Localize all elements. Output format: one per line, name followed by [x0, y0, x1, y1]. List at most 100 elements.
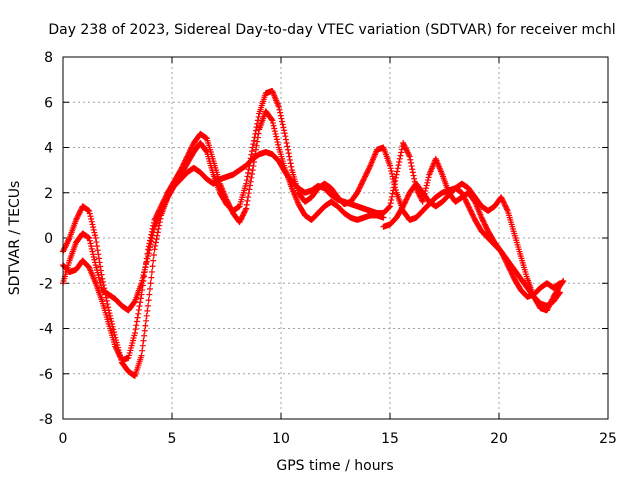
data-point-marker: [252, 130, 259, 137]
data-point-marker: [502, 258, 509, 265]
data-point-marker: [392, 174, 399, 181]
data-point-marker: [288, 163, 295, 170]
data-point-marker: [111, 331, 118, 338]
data-point-marker: [502, 203, 509, 210]
data-point-marker: [241, 209, 248, 216]
data-point-marker: [355, 187, 362, 194]
data-point-marker: [158, 207, 165, 214]
data-point-marker: [287, 160, 294, 167]
data-point-marker: [392, 177, 399, 184]
data-point-marker: [107, 315, 114, 322]
data-point-marker: [504, 206, 511, 213]
data-point-marker: [139, 277, 146, 284]
data-point-marker: [142, 263, 149, 270]
data-point-marker: [357, 182, 364, 189]
data-point-marker: [86, 207, 93, 214]
data-point-marker: [149, 232, 156, 239]
data-point-marker: [109, 320, 116, 327]
data-point-marker: [97, 263, 104, 270]
data-point-marker: [90, 251, 97, 258]
data-point-marker: [358, 180, 365, 187]
y-tick-label: -4: [39, 322, 53, 338]
data-point-marker: [502, 256, 509, 263]
data-point-marker: [544, 306, 551, 313]
data-point-marker: [424, 177, 431, 184]
data-point-marker: [87, 213, 94, 220]
data-point-marker: [103, 297, 110, 304]
data-point-marker: [408, 163, 415, 170]
data-point-marker: [253, 142, 260, 149]
x-axis-label: GPS time / hours: [276, 458, 393, 474]
data-point-marker: [400, 203, 407, 210]
data-point-marker: [509, 273, 516, 280]
data-point-marker: [188, 144, 195, 151]
data-point-marker: [482, 222, 489, 229]
data-point-marker: [469, 211, 476, 218]
data-point-marker: [147, 241, 154, 248]
data-point-marker: [160, 202, 167, 209]
data-point-marker: [501, 255, 508, 262]
data-point-marker: [134, 314, 141, 321]
data-point-marker: [77, 208, 84, 215]
data-point-marker: [464, 200, 471, 207]
data-point-marker: [509, 271, 516, 278]
data-point-marker: [111, 329, 118, 336]
data-point-marker: [271, 128, 278, 135]
data-point-marker: [150, 226, 157, 233]
data-point-marker: [137, 295, 144, 302]
data-point-marker: [354, 188, 361, 195]
data-point-marker: [272, 130, 279, 137]
data-point-marker: [405, 192, 412, 199]
x-tick-label: 0: [59, 431, 68, 447]
data-point-marker: [504, 262, 511, 269]
data-point-marker: [89, 221, 96, 228]
data-point-marker: [133, 318, 140, 325]
data-point-marker: [359, 178, 366, 185]
data-point-marker: [65, 237, 72, 244]
data-point-marker: [401, 200, 408, 207]
y-tick-label: 6: [44, 95, 53, 111]
y-tick-label: -2: [39, 276, 53, 292]
data-point-marker: [363, 170, 370, 177]
data-point-marker: [65, 236, 72, 243]
data-point-marker: [150, 229, 157, 236]
data-point-marker: [400, 139, 407, 146]
data-point-marker: [145, 297, 152, 304]
data-point-marker: [61, 245, 68, 252]
data-point-marker: [152, 239, 159, 246]
data-point-marker: [356, 185, 363, 192]
data-point-marker: [398, 149, 405, 156]
data-point-marker: [251, 134, 258, 141]
data-point-marker: [506, 264, 513, 271]
data-point-marker: [75, 212, 82, 219]
data-point-marker: [425, 174, 432, 181]
data-point-marker: [403, 196, 410, 203]
data-point-marker: [93, 239, 100, 246]
data-point-marker: [249, 170, 256, 177]
data-point-marker: [278, 115, 285, 122]
data-point-marker: [277, 109, 284, 116]
data-point-marker: [244, 173, 251, 180]
data-point-marker: [466, 206, 473, 213]
data-point-marker: [273, 133, 280, 140]
data-point-marker: [396, 155, 403, 162]
data-point-marker: [498, 248, 505, 255]
data-point-marker: [502, 202, 509, 209]
data-point-marker: [132, 326, 139, 333]
data-point-marker: [468, 208, 475, 215]
data-point-marker: [385, 204, 392, 211]
data-point-marker: [283, 136, 290, 143]
data-point-marker: [269, 117, 276, 124]
data-point-marker: [245, 190, 252, 197]
data-point-marker: [400, 201, 407, 208]
data-point-marker: [362, 173, 369, 180]
data-point-marker: [255, 113, 262, 120]
data-point-marker: [239, 213, 246, 220]
data-point-marker: [104, 301, 111, 308]
data-point-marker: [254, 120, 261, 127]
axis-ticks: 0 5 10 15 20 25 -8 -6 -4 -2 0 2 4 6 8: [39, 50, 617, 447]
data-point-marker: [500, 254, 507, 261]
data-point-marker: [243, 180, 250, 187]
data-point-marker: [73, 215, 80, 222]
